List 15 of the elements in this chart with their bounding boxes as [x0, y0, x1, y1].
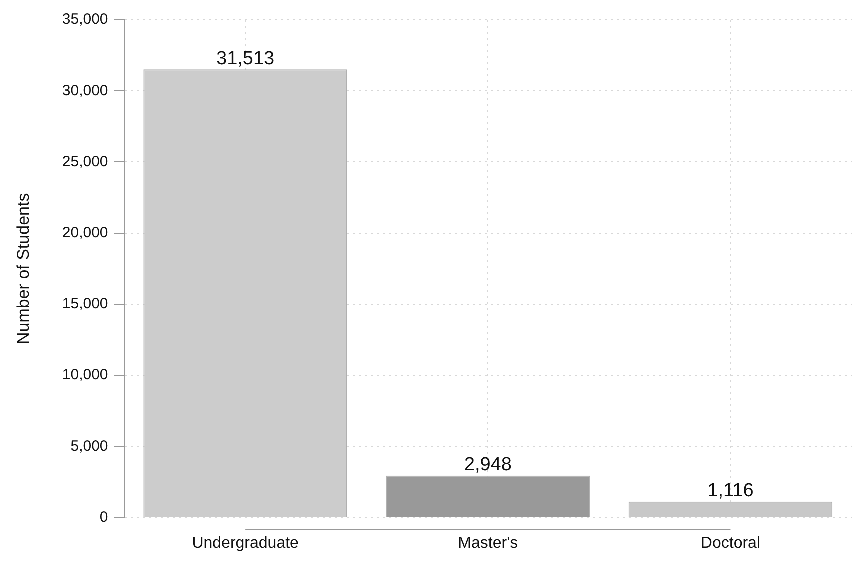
data-label: 31,513 — [216, 48, 275, 70]
data-label: 1,116 — [708, 480, 754, 502]
y-tick-label: 15,000 — [62, 296, 108, 313]
y-tick-label: 0 — [100, 508, 108, 526]
x-tick-label: Master's — [458, 534, 518, 552]
data-label: 2,948 — [464, 454, 512, 476]
x-tick-label: Doctoral — [700, 534, 760, 552]
y-tick-label: 25,000 — [62, 153, 108, 170]
y-axis-title: Number of Students — [14, 193, 33, 344]
y-tick-label: 35,000 — [62, 11, 108, 28]
y-tick-label: 30,000 — [62, 82, 108, 100]
y-tick-label: 20,000 — [62, 224, 108, 242]
y-tick-label: 10,000 — [62, 366, 108, 384]
y-tick-label: 5,000 — [70, 438, 108, 455]
x-tick-label: Undergraduate — [192, 534, 300, 552]
